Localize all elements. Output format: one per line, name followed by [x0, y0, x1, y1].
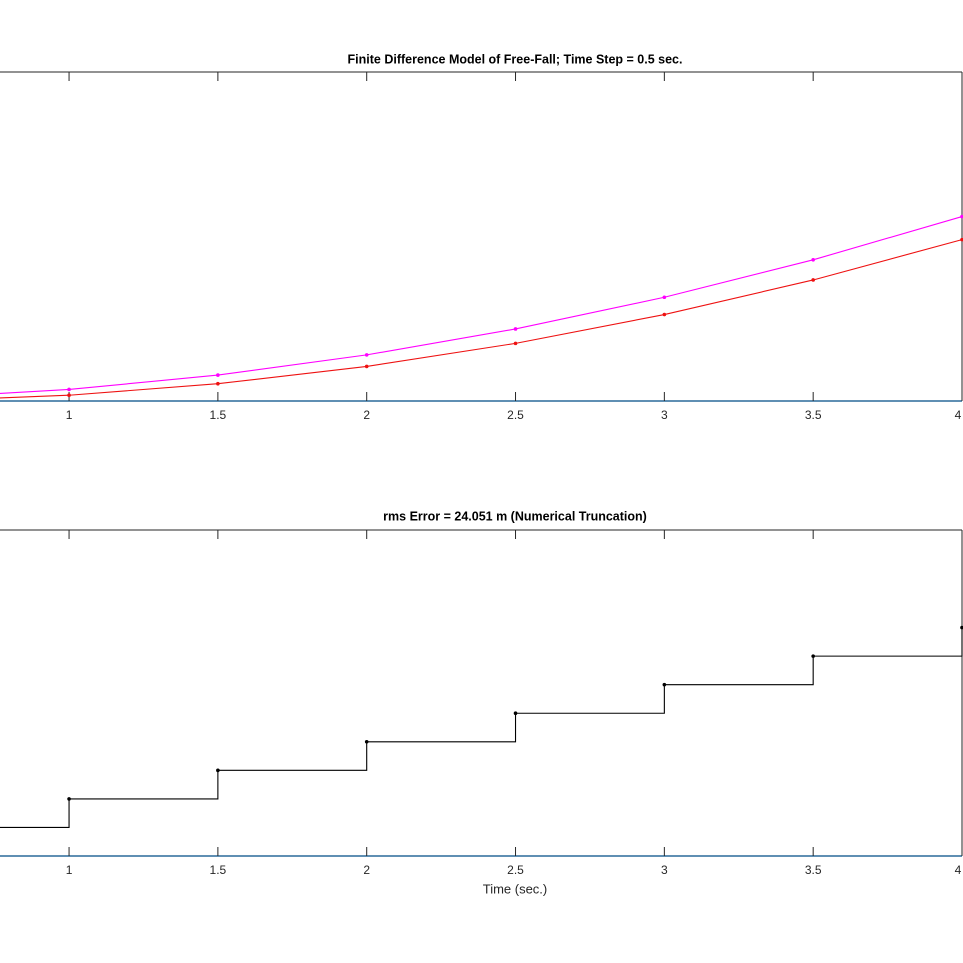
x-tick-label: 2.5 — [507, 863, 524, 877]
data-point — [811, 278, 815, 282]
series-line — [0, 216, 963, 395]
x-tick-label: 4 — [955, 408, 962, 422]
plot-content — [0, 214, 963, 399]
data-point — [960, 214, 963, 219]
data-point — [364, 364, 369, 369]
x-tick-label: 3 — [661, 408, 668, 422]
x-tick-label: 1.5 — [210, 863, 227, 877]
plot-area — [0, 530, 962, 856]
axes: 1 1.5 2 2.5 3 3.5 4 Finite Difference Model of … — [0, 52, 963, 422]
data-point — [662, 312, 667, 317]
data-point — [67, 797, 71, 801]
x-tick-label: 2 — [363, 408, 370, 422]
axes: 1 1.5 2 2.5 3 3.5 4 rms Error = 24.051 m (Numer… — [0, 509, 963, 896]
data-point — [67, 393, 71, 398]
x-tick-label: 2 — [363, 863, 370, 877]
data-point — [364, 353, 369, 357]
plot-content — [0, 625, 963, 829]
x-tick-label: 3.5 — [805, 408, 822, 422]
x-axis-label: Time (sec.) — [483, 881, 548, 896]
x-tick-label: 1 — [66, 863, 73, 877]
x-tick-label: 1.5 — [210, 408, 227, 422]
plot-area — [0, 72, 962, 401]
series-line — [0, 627, 963, 829]
data-point — [513, 711, 518, 716]
data-point — [513, 341, 518, 346]
data-point — [662, 682, 667, 687]
x-tick-label: 1 — [66, 408, 73, 422]
x-tick-label: 3.5 — [805, 863, 822, 877]
data-point — [364, 739, 369, 744]
data-point — [960, 625, 963, 630]
data-point — [216, 373, 220, 377]
x-tick-label: 2.5 — [507, 408, 524, 422]
x-tick-label: 3 — [661, 863, 668, 877]
data-point — [216, 381, 220, 386]
x-tick-label: 4 — [955, 863, 962, 877]
data-point — [662, 295, 667, 300]
series-line — [0, 239, 963, 399]
data-point — [216, 768, 220, 773]
data-point — [960, 237, 963, 242]
data-point — [67, 387, 71, 392]
data-point — [513, 327, 518, 331]
data-point — [811, 257, 815, 262]
chart-title: rms Error = 24.051 m (Numerical Truncati… — [383, 509, 647, 523]
data-point — [811, 654, 815, 658]
chart-title: Finite Difference Model of Free-Fall; Ti… — [348, 52, 683, 66]
